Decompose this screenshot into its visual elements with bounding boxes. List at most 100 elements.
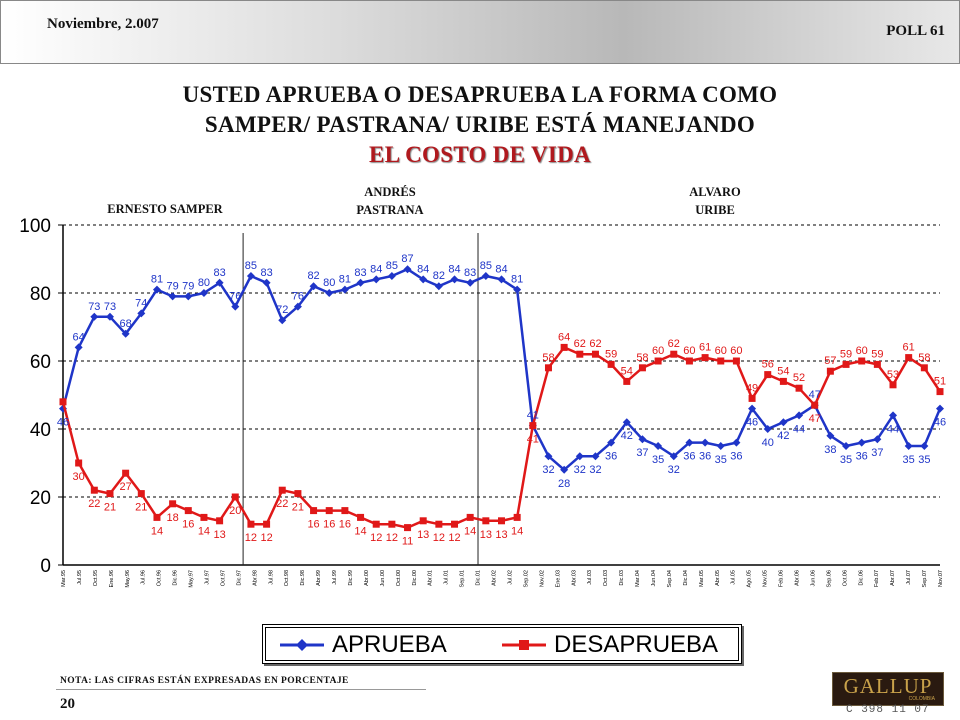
x-tick-label: Ene.03 xyxy=(555,570,561,587)
section-label-samper: ERNESTO SAMPER xyxy=(107,202,223,216)
data-label-lower: 36 xyxy=(699,451,711,463)
data-point-aprueba xyxy=(857,438,866,447)
data-label-upper: 85 xyxy=(245,260,257,272)
section-label-uribe: ALVARO URIBE xyxy=(660,183,770,219)
data-point-aprueba xyxy=(74,343,83,352)
title-line-3: EL COSTO DE VIDA xyxy=(369,142,591,167)
data-label-lower: 32 xyxy=(668,464,680,476)
data-point-aprueba xyxy=(638,435,647,444)
data-point-aprueba xyxy=(450,275,459,284)
data-label-lower: 44 xyxy=(793,423,805,435)
data-label-lower: 36 xyxy=(856,451,868,463)
poll-number: POLL 61 xyxy=(886,23,945,39)
data-point-desaprueba xyxy=(748,394,756,402)
data-label-upper: 57 xyxy=(824,355,836,367)
x-tick-label: Mar.04 xyxy=(635,570,641,587)
poll-date: Noviembre, 2.007 xyxy=(47,16,159,32)
data-label-upper: 58 xyxy=(918,352,930,364)
x-tick-label: Feb.07 xyxy=(874,570,880,587)
series-line-aprueba xyxy=(61,267,942,472)
gallup-logo-text: GALLUP xyxy=(843,674,933,698)
data-label-upper: 72 xyxy=(276,304,288,316)
x-tick-label: Oct.00 xyxy=(396,570,402,586)
data-point-aprueba xyxy=(293,302,302,311)
data-label-lower: 14 xyxy=(354,525,366,537)
data-label-upper: 47 xyxy=(809,389,821,401)
data-label-upper: 59 xyxy=(840,348,852,360)
data-point-aprueba xyxy=(685,438,694,447)
data-point-desaprueba xyxy=(247,520,255,528)
data-point-desaprueba xyxy=(278,486,286,494)
data-point-aprueba xyxy=(199,289,208,297)
data-label-upper: 59 xyxy=(605,348,617,360)
data-point-aprueba xyxy=(904,442,913,450)
data-label-upper: 81 xyxy=(511,274,523,286)
data-label-upper: 87 xyxy=(401,253,413,265)
data-point-aprueba xyxy=(826,431,835,440)
chart-legend: APRUEBA DESAPRUEBA xyxy=(262,624,742,664)
data-point-desaprueba xyxy=(795,384,803,392)
data-point-desaprueba xyxy=(153,513,161,521)
data-point-desaprueba xyxy=(936,388,944,396)
section-label-pastrana-line1: ANDRÉS xyxy=(364,185,416,199)
x-tick-label: Sep.06 xyxy=(826,570,832,587)
data-point-aprueba xyxy=(497,275,506,284)
data-point-aprueba xyxy=(716,442,725,450)
data-label-lower: 16 xyxy=(182,519,194,531)
data-point-desaprueba xyxy=(576,350,584,358)
data-label-lower: 32 xyxy=(574,464,586,476)
data-label-lower: 21 xyxy=(292,502,304,514)
data-point-desaprueba xyxy=(560,343,568,351)
data-point-aprueba xyxy=(544,452,553,461)
data-point-desaprueba xyxy=(873,360,881,368)
data-point-desaprueba xyxy=(842,360,850,368)
data-label-lower: 14 xyxy=(464,525,476,537)
data-label-lower: 13 xyxy=(417,529,429,541)
y-tick-label: 20 xyxy=(30,488,51,509)
section-label-pastrana-line2: PASTRANA xyxy=(356,203,424,217)
page-number: 20 xyxy=(60,696,75,712)
section-label-uribe-line2: URIBE xyxy=(695,203,735,217)
x-tick-label: Jul.96 xyxy=(141,570,147,585)
data-label-lower: 35 xyxy=(903,454,915,466)
data-point-aprueba xyxy=(262,278,271,287)
data-label-lower: 12 xyxy=(433,532,445,544)
x-tick-label: Oct.03 xyxy=(603,570,609,586)
data-point-desaprueba xyxy=(591,350,599,358)
data-point-desaprueba xyxy=(732,357,740,365)
legend-item-aprueba: APRUEBA xyxy=(280,630,447,660)
data-point-aprueba xyxy=(748,404,757,413)
data-point-desaprueba xyxy=(122,469,130,477)
data-label-upper: 58 xyxy=(542,352,554,364)
data-label-lower: 12 xyxy=(448,532,460,544)
x-tick-label: Jun.04 xyxy=(651,570,657,587)
data-point-aprueba xyxy=(481,272,490,280)
data-label-upper: 56 xyxy=(762,359,774,371)
data-label-lower: 28 xyxy=(558,478,570,490)
data-point-aprueba xyxy=(325,289,334,297)
footnote: NOTA: LAS CIFRAS ESTÁN EXPRESADAS EN POR… xyxy=(60,676,349,686)
data-label-upper: 80 xyxy=(323,277,335,289)
data-label-upper: 61 xyxy=(903,342,915,354)
legend-aprueba-marker xyxy=(280,639,324,651)
x-tick-label: Abr.05 xyxy=(715,570,721,586)
data-point-desaprueba xyxy=(106,490,114,498)
data-label-upper: 60 xyxy=(683,345,695,357)
data-point-desaprueba xyxy=(294,490,302,498)
x-tick-label: Abr.01 xyxy=(428,570,434,586)
x-tick-label: Jul.99 xyxy=(332,570,338,585)
x-tick-label: Jul.95 xyxy=(77,570,83,585)
x-tick-label: Jul.98 xyxy=(268,570,274,585)
data-label-lower: 35 xyxy=(918,454,930,466)
data-point-aprueba xyxy=(936,404,944,413)
section-label-uribe-line1: ALVARO xyxy=(689,185,741,199)
data-point-desaprueba xyxy=(372,520,380,528)
x-tick-label: Oct.95 xyxy=(93,570,99,586)
x-tick-label: Jun.06 xyxy=(810,570,816,587)
data-label-upper: 74 xyxy=(135,297,147,309)
data-label-upper: 85 xyxy=(480,260,492,272)
approval-line-chart: 0 20 40 60 80 100 Mar.95 Jul.95 Oct.95 Ene.96 May.… xyxy=(19,216,946,588)
data-point-aprueba xyxy=(607,438,616,447)
x-tick-label: May.97 xyxy=(189,570,195,588)
x-tick-label: Dic.06 xyxy=(858,570,864,586)
